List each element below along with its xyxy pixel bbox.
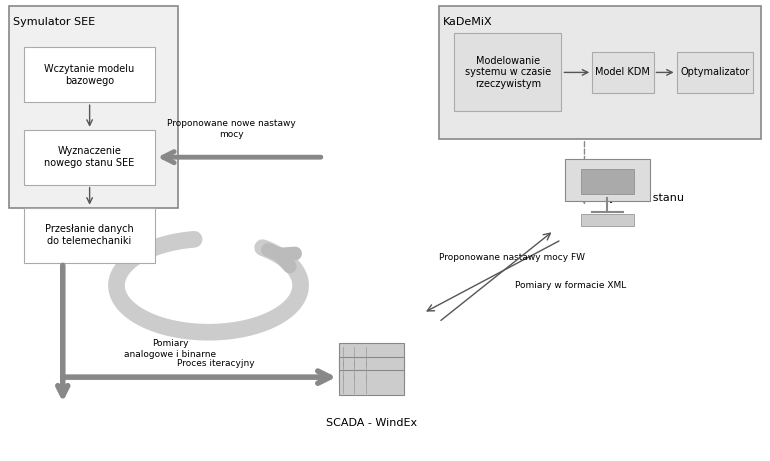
FancyBboxPatch shape [25,47,155,102]
Text: SCADA - WindEx: SCADA - WindEx [326,419,417,428]
Text: Pomiary w formacie XML: Pomiary w formacie XML [515,281,627,290]
FancyBboxPatch shape [339,370,404,396]
Text: Wczytanie modelu
bazowego: Wczytanie modelu bazowego [45,64,135,85]
FancyBboxPatch shape [581,169,634,194]
FancyBboxPatch shape [25,207,155,263]
Text: KaDeMiX: KaDeMiX [443,18,492,27]
Text: Proponowane nowe nastawy
mocy: Proponowane nowe nastawy mocy [167,119,296,139]
Text: Modelowanie
systemu w czasie
rzeczywistym: Modelowanie systemu w czasie rzeczywisty… [464,56,551,89]
FancyBboxPatch shape [565,160,650,201]
Text: Symulator SEE: Symulator SEE [13,18,95,27]
Text: Estymator stanu: Estymator stanu [592,193,685,203]
FancyBboxPatch shape [339,356,404,382]
FancyBboxPatch shape [677,52,753,93]
Text: Przesłanie danych
do telemechaniki: Przesłanie danych do telemechaniki [45,225,134,246]
Text: Proces iteracyjny: Proces iteracyjny [177,359,255,368]
FancyBboxPatch shape [25,130,155,185]
FancyBboxPatch shape [581,214,634,226]
FancyBboxPatch shape [439,6,761,139]
Text: Optymalizator: Optymalizator [680,67,749,77]
Text: Proponowane nastawy mocy FW: Proponowane nastawy mocy FW [439,254,584,262]
FancyBboxPatch shape [339,343,404,368]
Text: Model KDM: Model KDM [595,67,651,77]
Text: Wyznaczenie
nowego stanu SEE: Wyznaczenie nowego stanu SEE [45,147,135,168]
FancyBboxPatch shape [9,6,178,207]
Text: Pomiary
analogowe i binarne: Pomiary analogowe i binarne [124,339,216,359]
FancyBboxPatch shape [592,52,654,93]
FancyBboxPatch shape [454,34,561,112]
